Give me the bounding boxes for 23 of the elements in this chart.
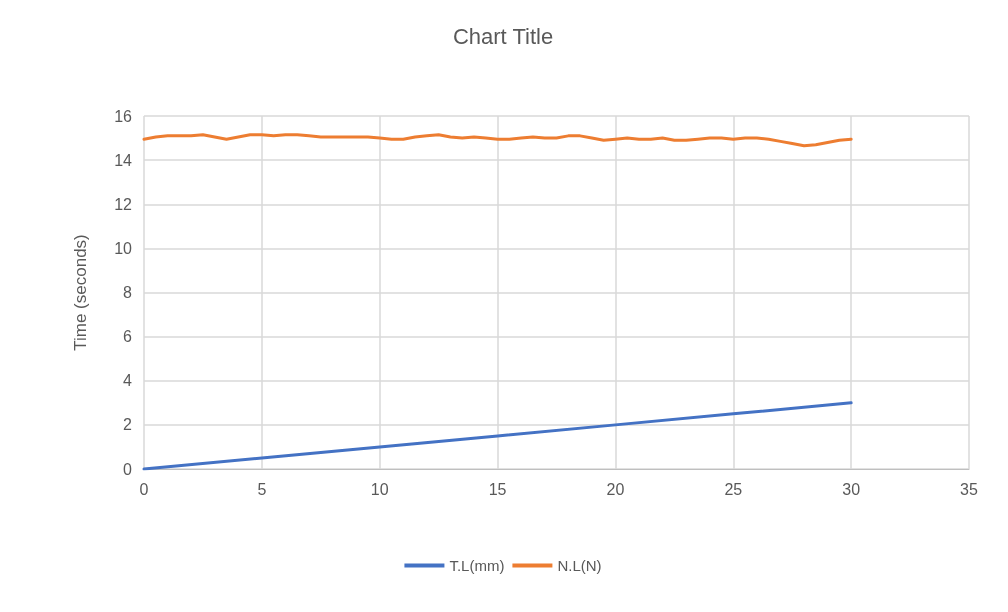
y-tick-label: 14 <box>114 151 133 169</box>
x-tick-label: 20 <box>606 480 625 498</box>
legend-label: N.L(N) <box>557 557 602 574</box>
y-tick-label: 2 <box>123 416 133 434</box>
x-tick-label: 35 <box>960 480 978 498</box>
x-tick-label: 15 <box>488 480 507 498</box>
y-tick-label: 4 <box>123 372 133 390</box>
line-series <box>142 401 853 471</box>
y-axis-title: Time (seconds) <box>71 234 90 351</box>
y-tick-label: 16 <box>114 107 133 125</box>
x-tick-label: 0 <box>139 480 149 498</box>
y-tick-label: 6 <box>123 328 133 346</box>
x-tick-label: 30 <box>842 480 861 498</box>
line-series <box>142 133 853 148</box>
x-tick-label: 25 <box>724 480 743 498</box>
y-tick-label: 8 <box>123 284 133 301</box>
x-tick-label: 5 <box>257 480 267 498</box>
x-tick-label: 10 <box>370 480 389 498</box>
y-tick-label: 10 <box>114 239 133 257</box>
y-tick-label: 12 <box>114 195 133 213</box>
y-tick-label: 0 <box>123 460 133 478</box>
chart-title: Chart Title <box>452 23 554 49</box>
legend-label: T.L(mm) <box>449 557 505 574</box>
